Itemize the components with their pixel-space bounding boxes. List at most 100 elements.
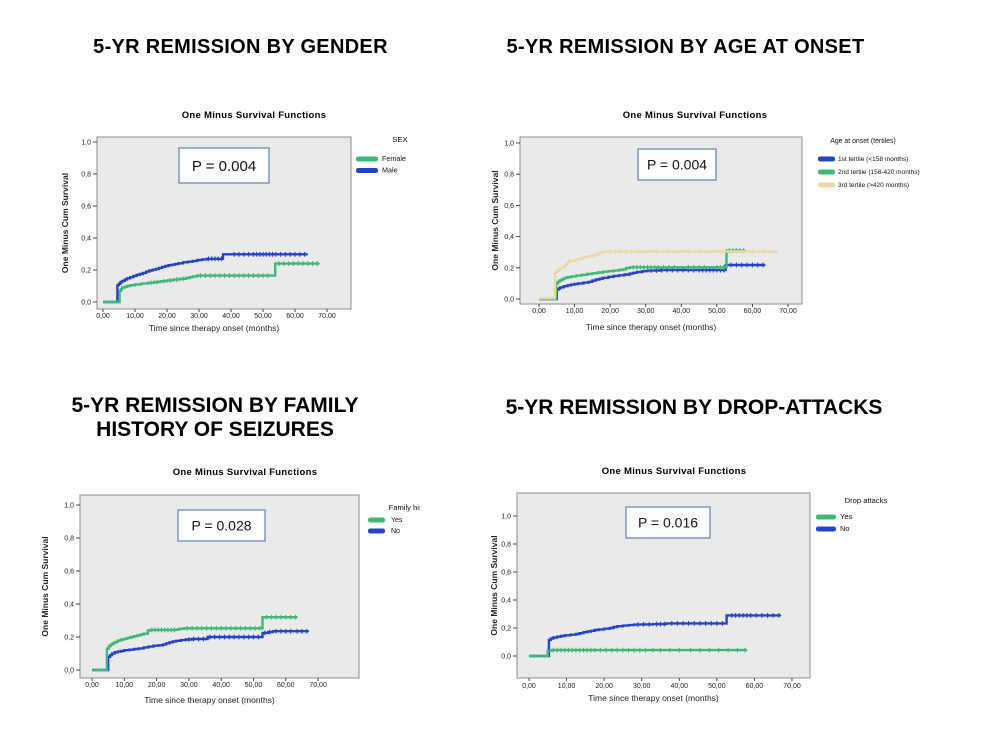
censor-mark bbox=[198, 273, 203, 278]
y-tick-label: 0,0 bbox=[64, 668, 74, 675]
legend-title: Drop attacks bbox=[845, 496, 888, 505]
y-tick-label: 0,2 bbox=[81, 268, 91, 275]
y-tick-label: 0,2 bbox=[501, 626, 511, 633]
censor-mark bbox=[201, 636, 206, 642]
y-tick-label: 0,2 bbox=[504, 265, 514, 272]
censor-mark bbox=[650, 647, 656, 653]
censor-mark bbox=[735, 647, 740, 653]
legend-swatch bbox=[356, 168, 378, 173]
censor-mark bbox=[255, 273, 261, 278]
y-tick-label: 0,0 bbox=[504, 297, 514, 304]
censor-mark bbox=[283, 614, 289, 620]
legend-label: Male bbox=[382, 166, 398, 175]
x-tick-label: 30,00 bbox=[180, 682, 198, 689]
x-tick-label: 40,00 bbox=[212, 682, 230, 689]
censor-mark bbox=[155, 279, 160, 285]
series-line-3rd-tertile-420-months- bbox=[539, 250, 778, 300]
series-line-1st-tertile-158-months- bbox=[539, 263, 765, 301]
censor-mark bbox=[180, 276, 186, 282]
x-tick-label: 10,00 bbox=[116, 682, 134, 689]
x-tick-label: 60,00 bbox=[744, 308, 762, 315]
censor-mark bbox=[288, 614, 294, 620]
chart-title: One Minus Survival Functions bbox=[623, 110, 768, 121]
y-tick-label: 0,8 bbox=[64, 536, 74, 543]
censor-mark bbox=[241, 634, 247, 640]
x-tick-label: 40,00 bbox=[671, 683, 689, 690]
x-tick-label: 20,00 bbox=[148, 682, 166, 689]
censor-mark bbox=[209, 625, 214, 631]
x-tick-label: 30,00 bbox=[190, 313, 208, 320]
censor-mark bbox=[218, 625, 224, 631]
censor-mark bbox=[631, 647, 637, 653]
censor-mark bbox=[721, 264, 727, 270]
censor-mark bbox=[291, 261, 296, 266]
censor-mark bbox=[653, 268, 659, 274]
censor-mark bbox=[748, 613, 754, 618]
censor-mark bbox=[227, 273, 232, 278]
y-tick-label: 0,2 bbox=[64, 635, 74, 642]
censor-mark bbox=[597, 647, 603, 653]
series-line-2nd-tertile-158-420-months- bbox=[539, 249, 746, 301]
censor-mark bbox=[194, 625, 200, 631]
x-tick-label: 50,00 bbox=[708, 308, 726, 315]
censor-mark bbox=[217, 273, 223, 278]
censor-mark bbox=[246, 251, 251, 257]
legend: Family history Yes No bbox=[368, 503, 420, 535]
censor-mark bbox=[771, 249, 777, 254]
x-tick-label: 30,00 bbox=[637, 308, 655, 315]
p-value-text: P = 0.016 bbox=[638, 515, 698, 531]
censor-mark bbox=[273, 614, 279, 620]
legend-label: Yes bbox=[840, 512, 852, 521]
x-tick-label: 20,00 bbox=[601, 308, 619, 315]
legend-swatch bbox=[368, 517, 385, 523]
x-tick-label: 40,00 bbox=[673, 308, 691, 315]
censor-mark bbox=[753, 613, 759, 618]
x-tick-label: 40,00 bbox=[222, 313, 240, 320]
censor-mark bbox=[281, 261, 287, 266]
chart-title: One Minus Survival Functions bbox=[602, 466, 747, 477]
legend-swatch bbox=[368, 528, 385, 534]
censor-mark bbox=[255, 634, 261, 640]
censor-mark bbox=[203, 273, 208, 278]
legend-label: 2nd tertile (158-420 months) bbox=[838, 169, 920, 176]
censor-mark bbox=[304, 628, 310, 634]
censor-mark bbox=[667, 647, 673, 653]
censor-mark bbox=[294, 628, 300, 634]
censor-mark bbox=[739, 262, 745, 268]
censor-mark bbox=[720, 620, 725, 626]
censor-mark bbox=[659, 267, 665, 273]
censor-mark bbox=[252, 625, 258, 631]
censor-mark bbox=[760, 262, 766, 268]
x-tick-label: 30,00 bbox=[633, 683, 651, 690]
censor-mark bbox=[161, 278, 167, 284]
x-tick-label: 20,00 bbox=[158, 313, 176, 320]
censor-mark bbox=[707, 249, 713, 254]
censor-mark bbox=[680, 267, 686, 273]
censor-mark bbox=[661, 621, 667, 627]
x-tick-label: 50,00 bbox=[245, 682, 263, 689]
censor-mark bbox=[262, 630, 268, 636]
censor-mark bbox=[702, 264, 707, 270]
censor-mark bbox=[236, 634, 242, 640]
censor-mark bbox=[238, 625, 243, 631]
censor-mark bbox=[716, 647, 722, 653]
censor-mark bbox=[592, 647, 598, 653]
x-tick-label: 0,00 bbox=[96, 313, 110, 320]
censor-mark bbox=[226, 634, 232, 640]
censor-mark bbox=[609, 647, 615, 653]
censor-mark bbox=[696, 249, 702, 254]
y-tick-label: 0,8 bbox=[81, 172, 91, 179]
x-axis-title: Time since therapy onset (months) bbox=[149, 323, 280, 333]
p-value-text: P = 0.004 bbox=[192, 158, 256, 175]
censor-mark bbox=[680, 620, 686, 626]
p-value-text: P = 0.028 bbox=[191, 518, 251, 534]
censor-mark bbox=[246, 273, 251, 278]
p-value-box bbox=[625, 506, 711, 539]
x-axis-title: Time since therapy onset (months) bbox=[144, 695, 275, 705]
legend-label: Female bbox=[382, 154, 406, 163]
y-axis-title: One Minus Cum Survival bbox=[60, 173, 70, 273]
x-tick-label: 10,00 bbox=[558, 683, 576, 690]
censor-mark bbox=[703, 620, 708, 626]
panel-heading-age-at-onset: 5-YR REMISSION BY AGE AT ONSET bbox=[506, 36, 865, 58]
censor-mark bbox=[212, 634, 218, 640]
